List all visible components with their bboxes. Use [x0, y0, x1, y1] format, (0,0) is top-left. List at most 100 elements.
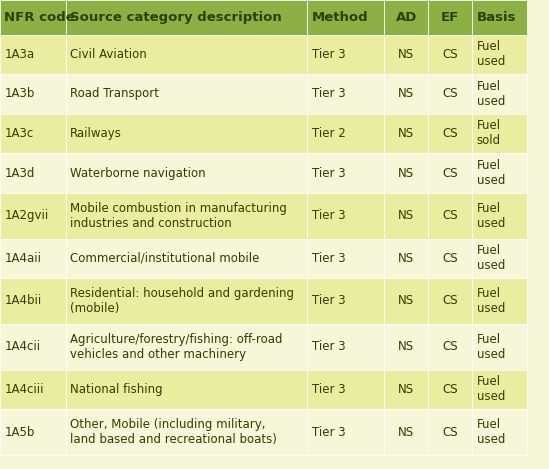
FancyBboxPatch shape — [472, 409, 527, 455]
Text: NS: NS — [398, 48, 414, 61]
Text: NS: NS — [398, 166, 414, 180]
FancyBboxPatch shape — [307, 0, 384, 35]
FancyBboxPatch shape — [0, 370, 66, 409]
Text: Tier 3: Tier 3 — [312, 209, 345, 222]
FancyBboxPatch shape — [66, 0, 307, 35]
Text: NS: NS — [398, 295, 414, 308]
Text: Fuel
used: Fuel used — [477, 375, 505, 403]
Text: 1A4cii: 1A4cii — [4, 340, 41, 353]
Text: Tier 3: Tier 3 — [312, 252, 345, 265]
FancyBboxPatch shape — [66, 278, 307, 324]
FancyBboxPatch shape — [384, 74, 428, 114]
Text: 1A5b: 1A5b — [4, 425, 35, 439]
FancyBboxPatch shape — [384, 114, 428, 153]
FancyBboxPatch shape — [307, 324, 384, 370]
Text: 1A4bii: 1A4bii — [4, 295, 42, 308]
Text: NS: NS — [398, 127, 414, 140]
FancyBboxPatch shape — [66, 324, 307, 370]
Text: CS: CS — [442, 48, 458, 61]
Text: CS: CS — [442, 127, 458, 140]
FancyBboxPatch shape — [307, 278, 384, 324]
Text: CS: CS — [442, 295, 458, 308]
Text: CS: CS — [442, 209, 458, 222]
FancyBboxPatch shape — [307, 114, 384, 153]
Text: Civil Aviation: Civil Aviation — [70, 48, 147, 61]
Text: NS: NS — [398, 209, 414, 222]
FancyBboxPatch shape — [0, 324, 66, 370]
FancyBboxPatch shape — [472, 153, 527, 193]
FancyBboxPatch shape — [0, 409, 66, 455]
Text: Fuel
used: Fuel used — [477, 159, 505, 187]
FancyBboxPatch shape — [428, 324, 472, 370]
Text: Mobile combustion in manufacturing
industries and construction: Mobile combustion in manufacturing indus… — [70, 202, 287, 230]
FancyBboxPatch shape — [307, 239, 384, 278]
FancyBboxPatch shape — [472, 370, 527, 409]
FancyBboxPatch shape — [428, 409, 472, 455]
FancyBboxPatch shape — [0, 35, 66, 74]
Text: Agriculture/forestry/fishing: off-road
vehicles and other machinery: Agriculture/forestry/fishing: off-road v… — [70, 333, 283, 361]
Text: 1A3c: 1A3c — [4, 127, 33, 140]
Text: Fuel
used: Fuel used — [477, 40, 505, 68]
Text: Tier 3: Tier 3 — [312, 383, 345, 396]
FancyBboxPatch shape — [66, 153, 307, 193]
Text: Fuel
used: Fuel used — [477, 80, 505, 108]
FancyBboxPatch shape — [472, 74, 527, 114]
Text: Other, Mobile (including military,
land based and recreational boats): Other, Mobile (including military, land … — [70, 418, 277, 446]
Text: 1A3b: 1A3b — [4, 88, 35, 100]
FancyBboxPatch shape — [307, 35, 384, 74]
Text: Railways: Railways — [70, 127, 122, 140]
FancyBboxPatch shape — [0, 0, 66, 35]
FancyBboxPatch shape — [0, 278, 66, 324]
Text: Tier 3: Tier 3 — [312, 88, 345, 100]
FancyBboxPatch shape — [384, 193, 428, 239]
FancyBboxPatch shape — [66, 239, 307, 278]
FancyBboxPatch shape — [472, 324, 527, 370]
FancyBboxPatch shape — [472, 193, 527, 239]
FancyBboxPatch shape — [307, 370, 384, 409]
Text: Fuel
used: Fuel used — [477, 333, 505, 361]
FancyBboxPatch shape — [0, 74, 66, 114]
Text: NS: NS — [398, 252, 414, 265]
Text: Tier 3: Tier 3 — [312, 295, 345, 308]
FancyBboxPatch shape — [472, 0, 527, 35]
FancyBboxPatch shape — [66, 35, 307, 74]
Text: CS: CS — [442, 88, 458, 100]
FancyBboxPatch shape — [0, 114, 66, 153]
Text: Tier 3: Tier 3 — [312, 166, 345, 180]
FancyBboxPatch shape — [428, 153, 472, 193]
FancyBboxPatch shape — [307, 193, 384, 239]
Text: NS: NS — [398, 383, 414, 396]
Text: CS: CS — [442, 166, 458, 180]
FancyBboxPatch shape — [307, 74, 384, 114]
FancyBboxPatch shape — [384, 239, 428, 278]
FancyBboxPatch shape — [428, 0, 472, 35]
FancyBboxPatch shape — [384, 370, 428, 409]
FancyBboxPatch shape — [428, 114, 472, 153]
Text: NS: NS — [398, 340, 414, 353]
FancyBboxPatch shape — [428, 370, 472, 409]
Text: Residential: household and gardening
(mobile): Residential: household and gardening (mo… — [70, 287, 294, 315]
Text: Waterborne navigation: Waterborne navigation — [70, 166, 206, 180]
FancyBboxPatch shape — [472, 114, 527, 153]
Text: 1A4ciii: 1A4ciii — [4, 383, 44, 396]
FancyBboxPatch shape — [472, 239, 527, 278]
Text: 1A3a: 1A3a — [4, 48, 35, 61]
FancyBboxPatch shape — [428, 239, 472, 278]
FancyBboxPatch shape — [307, 409, 384, 455]
Text: Fuel
used: Fuel used — [477, 287, 505, 315]
FancyBboxPatch shape — [307, 153, 384, 193]
Text: Fuel
used: Fuel used — [477, 418, 505, 446]
Text: Fuel
used: Fuel used — [477, 244, 505, 272]
Text: Fuel
used: Fuel used — [477, 202, 505, 230]
Text: National fishing: National fishing — [70, 383, 163, 396]
Text: CS: CS — [442, 340, 458, 353]
FancyBboxPatch shape — [428, 74, 472, 114]
FancyBboxPatch shape — [66, 409, 307, 455]
Text: Method: Method — [312, 11, 368, 24]
Text: CS: CS — [442, 252, 458, 265]
FancyBboxPatch shape — [472, 35, 527, 74]
Text: Source category description: Source category description — [70, 11, 282, 24]
FancyBboxPatch shape — [0, 193, 66, 239]
FancyBboxPatch shape — [384, 0, 428, 35]
FancyBboxPatch shape — [0, 153, 66, 193]
